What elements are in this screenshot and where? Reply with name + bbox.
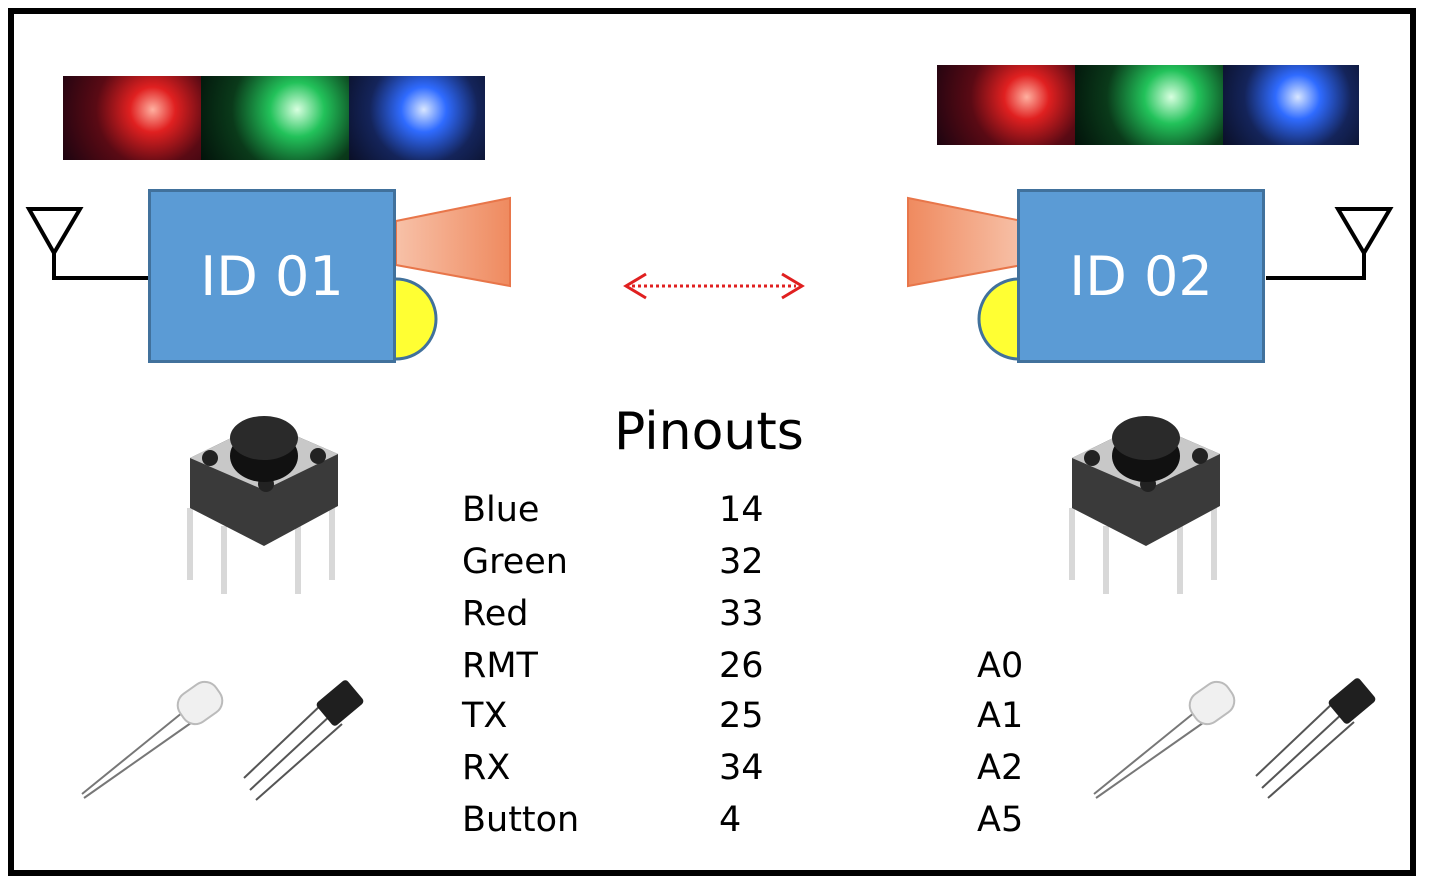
pin-name: RMT — [462, 646, 538, 686]
blue-led-photo — [1223, 65, 1359, 145]
push-button-icon — [187, 416, 338, 594]
ir-receiver-icon — [1255, 678, 1376, 799]
pin-number: 14 — [719, 490, 764, 530]
antenna-icon — [25, 207, 150, 280]
pin-number: 32 — [719, 542, 764, 582]
pinouts-title: Pinouts — [614, 402, 804, 462]
device-label: ID 01 — [200, 244, 344, 308]
ir-receiver-icon — [243, 680, 364, 801]
ir-emitter-icon — [907, 196, 1023, 288]
pin-name: Button — [462, 800, 580, 840]
link-arrow-icon — [623, 272, 805, 300]
pin-name: RX — [462, 748, 511, 788]
device-box-id01: ID 01 — [148, 189, 396, 363]
pin-name: Red — [462, 594, 529, 634]
ir-led-icon — [81, 680, 224, 799]
red-led-photo — [937, 65, 1075, 145]
device-box-id02: ID 02 — [1017, 189, 1265, 363]
antenna-icon — [1266, 207, 1394, 280]
pin-name: TX — [462, 696, 508, 736]
pin-number: 4 — [719, 800, 742, 840]
push-button-icon — [1069, 416, 1220, 594]
pin-number: 25 — [719, 696, 764, 736]
rgb-led-strip-right — [937, 65, 1359, 145]
pin-number: 33 — [719, 594, 764, 634]
pin-analog: A0 — [977, 646, 1024, 686]
rgb-led-strip-left — [63, 76, 485, 160]
pin-analog: A2 — [977, 748, 1024, 788]
red-led-photo — [63, 76, 201, 160]
pin-number: 26 — [719, 646, 764, 686]
ir-emitter-icon — [395, 196, 511, 288]
pin-analog: A1 — [977, 696, 1024, 736]
ir-led-icon — [1093, 680, 1236, 799]
green-led-photo — [1075, 65, 1223, 145]
blue-led-photo — [349, 76, 485, 160]
pin-name: Blue — [462, 490, 540, 530]
pin-name: Green — [462, 542, 568, 582]
device-label: ID 02 — [1069, 244, 1213, 308]
green-led-photo — [201, 76, 349, 160]
pin-number: 34 — [719, 748, 764, 788]
pin-analog: A5 — [977, 800, 1024, 840]
